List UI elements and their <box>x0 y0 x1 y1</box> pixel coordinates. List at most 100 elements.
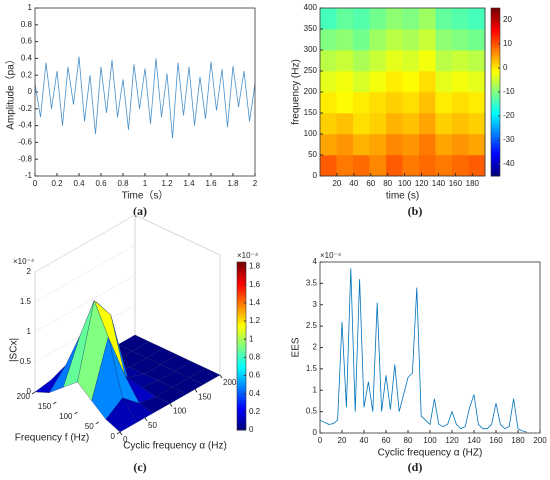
z-tick-label: 0 <box>27 387 32 396</box>
heat-cell <box>386 8 403 30</box>
y-axis-label: Frequency f (Hz) <box>15 433 89 444</box>
colorbar-step <box>491 41 500 45</box>
x-tick-label: 0 <box>318 436 323 445</box>
heat-cell <box>369 29 387 51</box>
colorbar-step <box>237 276 246 280</box>
colorbar-step <box>237 382 246 386</box>
colorbar-step <box>237 407 246 411</box>
x-tick-label: 0.8 <box>117 179 129 188</box>
colorbar-step <box>491 159 500 163</box>
heat-cell <box>468 50 486 72</box>
colorbar-step <box>237 402 246 406</box>
heat-cell <box>369 92 387 114</box>
z-tick-label: 2 <box>27 267 32 276</box>
y-tick-label: -0.4 <box>18 121 32 130</box>
colorbar-tick-label: 0.8 <box>249 352 261 361</box>
colorbar-tick-label: -30 <box>503 135 515 144</box>
colorbar-step <box>237 362 246 367</box>
axis-multiplier: ×10⁻⁴ <box>320 251 342 260</box>
y-tick-label: 0 <box>28 87 33 96</box>
colorbar-step <box>237 332 246 336</box>
colorbar-step <box>237 304 246 308</box>
y-tick-label: -1 <box>25 171 33 180</box>
colorbar-step <box>237 421 246 425</box>
colorbar-tick-label: 1 <box>249 334 254 343</box>
x-tick-label: 140 <box>432 179 446 188</box>
heat-cell <box>336 8 354 30</box>
heat-cell <box>353 155 370 177</box>
back-edge <box>134 214 221 256</box>
x-tick-label: 0 <box>33 179 38 188</box>
caption: (b) <box>408 204 423 218</box>
colorbar-step <box>237 368 246 372</box>
caption: (d) <box>408 460 423 474</box>
heat-cell <box>468 155 486 177</box>
colorbar-step <box>237 424 246 428</box>
colorbar-step <box>237 273 246 277</box>
colorbar-step <box>491 13 500 17</box>
x-tick-label: 1.8 <box>227 179 239 188</box>
y-tick-label: -0.6 <box>18 138 32 147</box>
colorbar-tick-label: -10 <box>503 87 515 96</box>
colorbar-step <box>491 50 500 54</box>
heat-cell <box>419 29 436 51</box>
heat-cell <box>336 50 354 72</box>
colorbar-step <box>491 103 500 107</box>
colorbar-step <box>491 66 500 71</box>
colorbar-step <box>491 36 500 40</box>
x-tick <box>169 403 173 407</box>
colorbar-step <box>237 284 246 288</box>
plot-frame <box>34 7 256 177</box>
colorbar-step <box>491 44 500 48</box>
x-tick-label: 0.4 <box>73 179 85 188</box>
z-grid <box>34 214 136 273</box>
heat-cell <box>419 50 436 72</box>
y-tick-label: 3 <box>313 300 318 309</box>
y-tick <box>74 411 78 415</box>
y-tick-label: 200 <box>17 392 31 401</box>
colorbar-step <box>491 16 500 20</box>
colorbar-step <box>491 27 500 31</box>
colorbar-step <box>491 114 500 118</box>
colorbar-step <box>237 418 246 423</box>
x-tick-label: 50 <box>148 421 157 430</box>
colorbar-step <box>491 19 500 23</box>
colorbar-step <box>237 385 246 389</box>
colorbar-step <box>237 371 246 375</box>
z-grid <box>34 274 136 333</box>
x-tick-label: 80 <box>404 436 413 445</box>
heat-cell <box>386 92 403 114</box>
y-tick-label: 0.4 <box>21 54 33 63</box>
x-tick-label: 40 <box>360 436 369 445</box>
colorbar-step <box>237 323 246 327</box>
y-tick <box>95 421 100 425</box>
z-axis-label: |SCx| <box>9 338 20 362</box>
y-tick-label: 0 <box>313 171 318 180</box>
heat-cell <box>468 29 486 51</box>
y-tick <box>52 401 57 405</box>
y-tick-label: 400 <box>304 3 318 12</box>
heat-cell <box>386 50 403 72</box>
colorbar-step <box>491 69 500 73</box>
colorbar-step <box>491 47 500 51</box>
y-tick <box>31 391 36 395</box>
heat-cell <box>369 113 387 135</box>
colorbar-step <box>491 148 500 152</box>
x-tick-label: 200 <box>533 436 547 445</box>
heat-cell <box>435 92 453 114</box>
colorbar-step <box>491 153 500 157</box>
colorbar-step <box>237 267 246 271</box>
heat-cell <box>369 50 387 72</box>
heat-cell <box>320 8 337 30</box>
x-tick-label: 160 <box>449 179 463 188</box>
heat-cell <box>369 8 387 30</box>
heat-cell <box>353 113 370 135</box>
colorbar-step <box>237 340 246 344</box>
colorbar-tick-label: 20 <box>503 15 512 24</box>
colorbar-step <box>237 388 246 392</box>
plot-frame <box>319 261 541 434</box>
y-tick-label: 2.5 <box>306 321 318 330</box>
heat-cell <box>468 92 486 114</box>
colorbar-step <box>491 131 500 135</box>
colorbar-step <box>491 170 500 174</box>
